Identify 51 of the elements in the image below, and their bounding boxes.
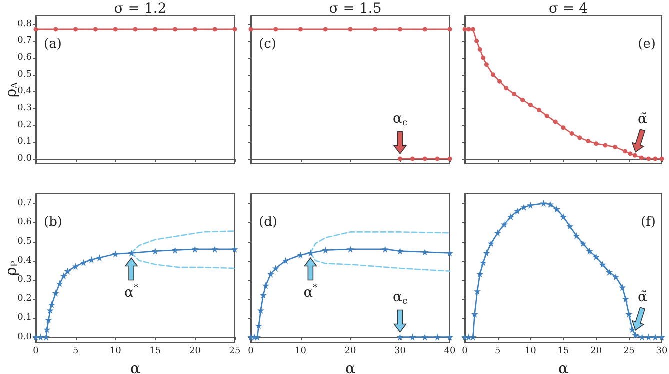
y-tick-label: 0.5 bbox=[18, 236, 32, 247]
chart-title: σ = 1.2 bbox=[114, 1, 167, 17]
x-tick-label: 15 bbox=[558, 346, 570, 356]
x-tick-label: 20 bbox=[189, 346, 202, 356]
x-axis-title: α bbox=[345, 360, 356, 374]
x-tick-label: 40 bbox=[444, 346, 456, 356]
y-tick-label: 0.0 bbox=[18, 332, 32, 342]
annotation: (a) bbox=[44, 37, 62, 52]
x-tick-label: 5 bbox=[494, 346, 501, 356]
annotation: α̃ bbox=[638, 289, 648, 306]
y-tick-label: 0.6 bbox=[18, 53, 32, 64]
annotation: α̃ bbox=[638, 111, 648, 128]
y-tick-label: 0.4 bbox=[18, 256, 32, 266]
y-tick-label: 0.2 bbox=[18, 120, 32, 130]
x-tick-label: 0 bbox=[462, 346, 468, 356]
annotation: (d) bbox=[259, 215, 278, 230]
x-tick-label: 10 bbox=[295, 346, 307, 356]
x-tick-label: 30 bbox=[394, 346, 406, 356]
x-tick-label: 0 bbox=[248, 346, 254, 356]
annotation: (e) bbox=[638, 37, 656, 52]
y-tick-label: 0.2 bbox=[18, 294, 32, 304]
y-axis-title: ρP bbox=[2, 261, 20, 276]
x-tick-label: 25 bbox=[623, 346, 636, 356]
annotation: (b) bbox=[44, 215, 62, 230]
x-axis-title: α bbox=[130, 360, 141, 374]
y-tick-label: 0.7 bbox=[18, 198, 32, 209]
x-tick-label: 10 bbox=[110, 346, 122, 356]
annotation: α* bbox=[304, 284, 318, 302]
x-tick-label: 15 bbox=[150, 346, 162, 356]
chart-title: σ = 4 bbox=[548, 1, 588, 17]
annotation: α* bbox=[124, 284, 139, 302]
x-tick-label: 5 bbox=[72, 346, 79, 356]
y-tick-label: 0.3 bbox=[18, 274, 32, 285]
annotation: (c) bbox=[259, 37, 276, 52]
x-tick-label: 0 bbox=[33, 346, 40, 356]
y-tick-label: 0.8 bbox=[18, 19, 32, 30]
x-tick-label: 20 bbox=[344, 346, 356, 356]
y-tick-label: 0.3 bbox=[18, 104, 32, 114]
x-tick-label: 10 bbox=[524, 346, 537, 356]
y-tick-label: 0.7 bbox=[18, 36, 32, 46]
y-tick-label: 0.0 bbox=[18, 154, 32, 164]
y-tick-label: 0.5 bbox=[18, 70, 32, 80]
chart-title: σ = 1.5 bbox=[329, 1, 382, 17]
x-tick-label: 30 bbox=[656, 346, 668, 356]
x-tick-label: 25 bbox=[229, 346, 241, 356]
y-tick-label: 0.6 bbox=[18, 218, 32, 228]
x-tick-label: 20 bbox=[590, 346, 602, 356]
annotation: (f) bbox=[641, 215, 656, 230]
x-axis-title: α bbox=[558, 360, 569, 374]
y-tick-label: 0.1 bbox=[18, 313, 32, 324]
y-tick-label: 0.1 bbox=[18, 137, 32, 148]
